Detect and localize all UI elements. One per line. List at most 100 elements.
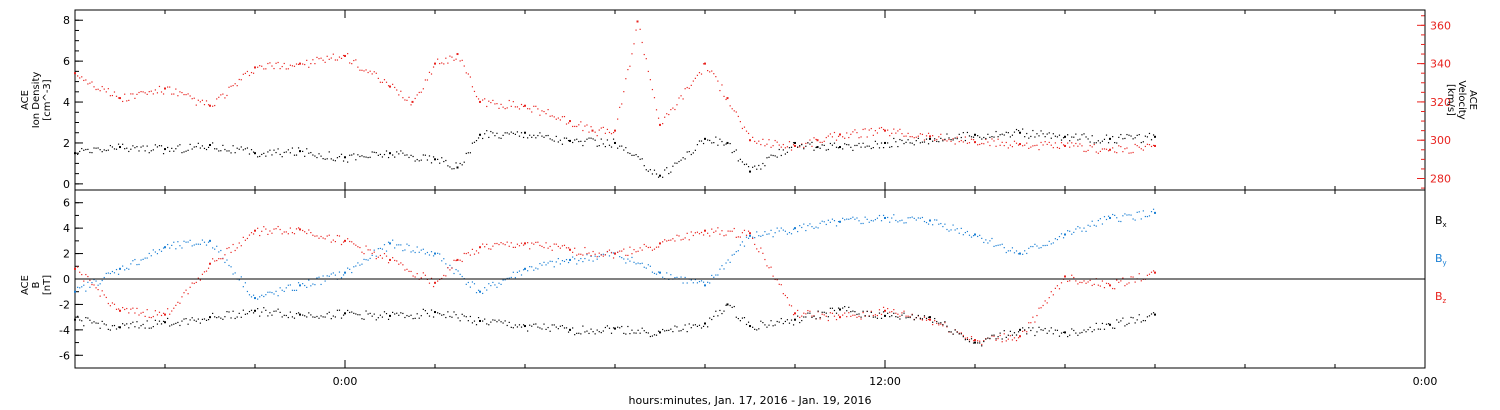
by-sample — [1032, 245, 1034, 248]
bz-sample — [1040, 307, 1042, 309]
velocity-point — [591, 129, 594, 132]
velocity-point — [1109, 148, 1111, 151]
density-sample — [537, 134, 539, 137]
bx-sample — [1089, 326, 1091, 328]
density-sample — [383, 153, 386, 156]
velocity-sample — [498, 107, 500, 109]
bz-sample — [140, 312, 142, 314]
density-sample — [471, 142, 474, 144]
bz-sample — [146, 309, 148, 311]
bx-sample — [547, 326, 549, 329]
by-sample — [897, 221, 899, 223]
density-sample — [1046, 133, 1048, 135]
density-sample — [1071, 136, 1073, 138]
velocity-sample — [739, 121, 741, 123]
velocity-sample — [995, 145, 997, 147]
by-sample — [891, 217, 893, 219]
density-sample — [903, 142, 905, 145]
bx-sample — [214, 316, 216, 318]
bz-sample — [185, 289, 187, 291]
bz-sample — [574, 247, 576, 249]
density-sample — [776, 156, 778, 158]
bz-sample — [797, 309, 799, 312]
density-sample — [774, 155, 776, 157]
bx-sample — [1032, 327, 1034, 329]
by-sample — [1030, 245, 1032, 248]
bz-sample — [563, 244, 566, 246]
bx-sample — [1040, 329, 1042, 331]
bz-sample — [455, 259, 457, 262]
by-sample — [958, 232, 960, 234]
bz-sample — [351, 241, 353, 243]
bz-sample — [189, 286, 191, 288]
bz-sample — [619, 250, 621, 252]
bz-sample — [144, 315, 146, 318]
bx-sample — [872, 316, 874, 318]
density-point — [794, 141, 796, 144]
velocity-sample — [398, 94, 400, 96]
bx-sample — [760, 320, 762, 322]
velocity-sample — [1148, 143, 1151, 146]
bz-sample — [408, 270, 410, 272]
bx-sample — [203, 318, 206, 320]
velocity-sample — [737, 115, 739, 118]
bx-sample — [1128, 322, 1130, 324]
bx-point — [74, 318, 76, 321]
by-sample — [520, 274, 523, 276]
bz-sample — [729, 230, 731, 232]
by-sample — [862, 222, 864, 225]
velocity-sample — [126, 100, 128, 102]
velocity-sample — [1138, 146, 1140, 148]
velocity-sample — [561, 116, 564, 118]
velocity-sample — [402, 97, 404, 99]
velocity-sample — [563, 115, 566, 118]
velocity-sample — [216, 98, 218, 100]
bz-sample — [207, 267, 210, 269]
bx-sample — [664, 330, 666, 332]
bz-sample — [461, 260, 463, 263]
by-sample — [183, 240, 185, 242]
by-sample — [475, 292, 478, 294]
density-point — [1064, 135, 1066, 138]
density-sample — [864, 146, 866, 148]
by-sample — [402, 250, 404, 252]
by-sample — [887, 216, 889, 219]
velocity-sample — [314, 63, 316, 65]
density-sample — [919, 142, 921, 144]
by-sample — [1017, 253, 1020, 255]
density-sample — [181, 152, 183, 154]
velocity-sample — [923, 139, 926, 141]
by-sample — [936, 219, 938, 221]
by-sample — [805, 229, 807, 232]
bz-sample — [529, 248, 531, 250]
bx-sample — [576, 332, 578, 334]
velocity-sample — [1040, 141, 1042, 144]
by-sample — [287, 284, 289, 286]
velocity-sample — [553, 116, 555, 118]
by-sample — [111, 270, 114, 273]
velocity-sample — [381, 81, 384, 83]
bz-sample — [561, 245, 564, 247]
bz-sample — [105, 296, 107, 299]
bx-sample — [402, 312, 404, 315]
by-sample — [764, 231, 766, 233]
by-sample — [1126, 214, 1128, 216]
density-sample — [1144, 135, 1146, 137]
velocity-sample — [572, 125, 574, 128]
velocity-sample — [645, 58, 647, 60]
bz-sample — [1118, 281, 1120, 283]
density-sample — [475, 140, 478, 142]
by-sample — [983, 241, 985, 244]
bz-sample — [316, 235, 318, 237]
density-sample — [1036, 133, 1038, 135]
bz-sample — [259, 234, 261, 237]
bz-sample — [1058, 288, 1061, 290]
density-sample — [512, 132, 514, 134]
density-sample — [218, 150, 220, 152]
density-sample — [387, 156, 390, 159]
density-sample — [318, 153, 320, 155]
by-sample — [762, 234, 764, 236]
bx-sample — [602, 330, 604, 332]
velocity-sample — [1128, 152, 1130, 154]
bx-sample — [582, 325, 584, 327]
